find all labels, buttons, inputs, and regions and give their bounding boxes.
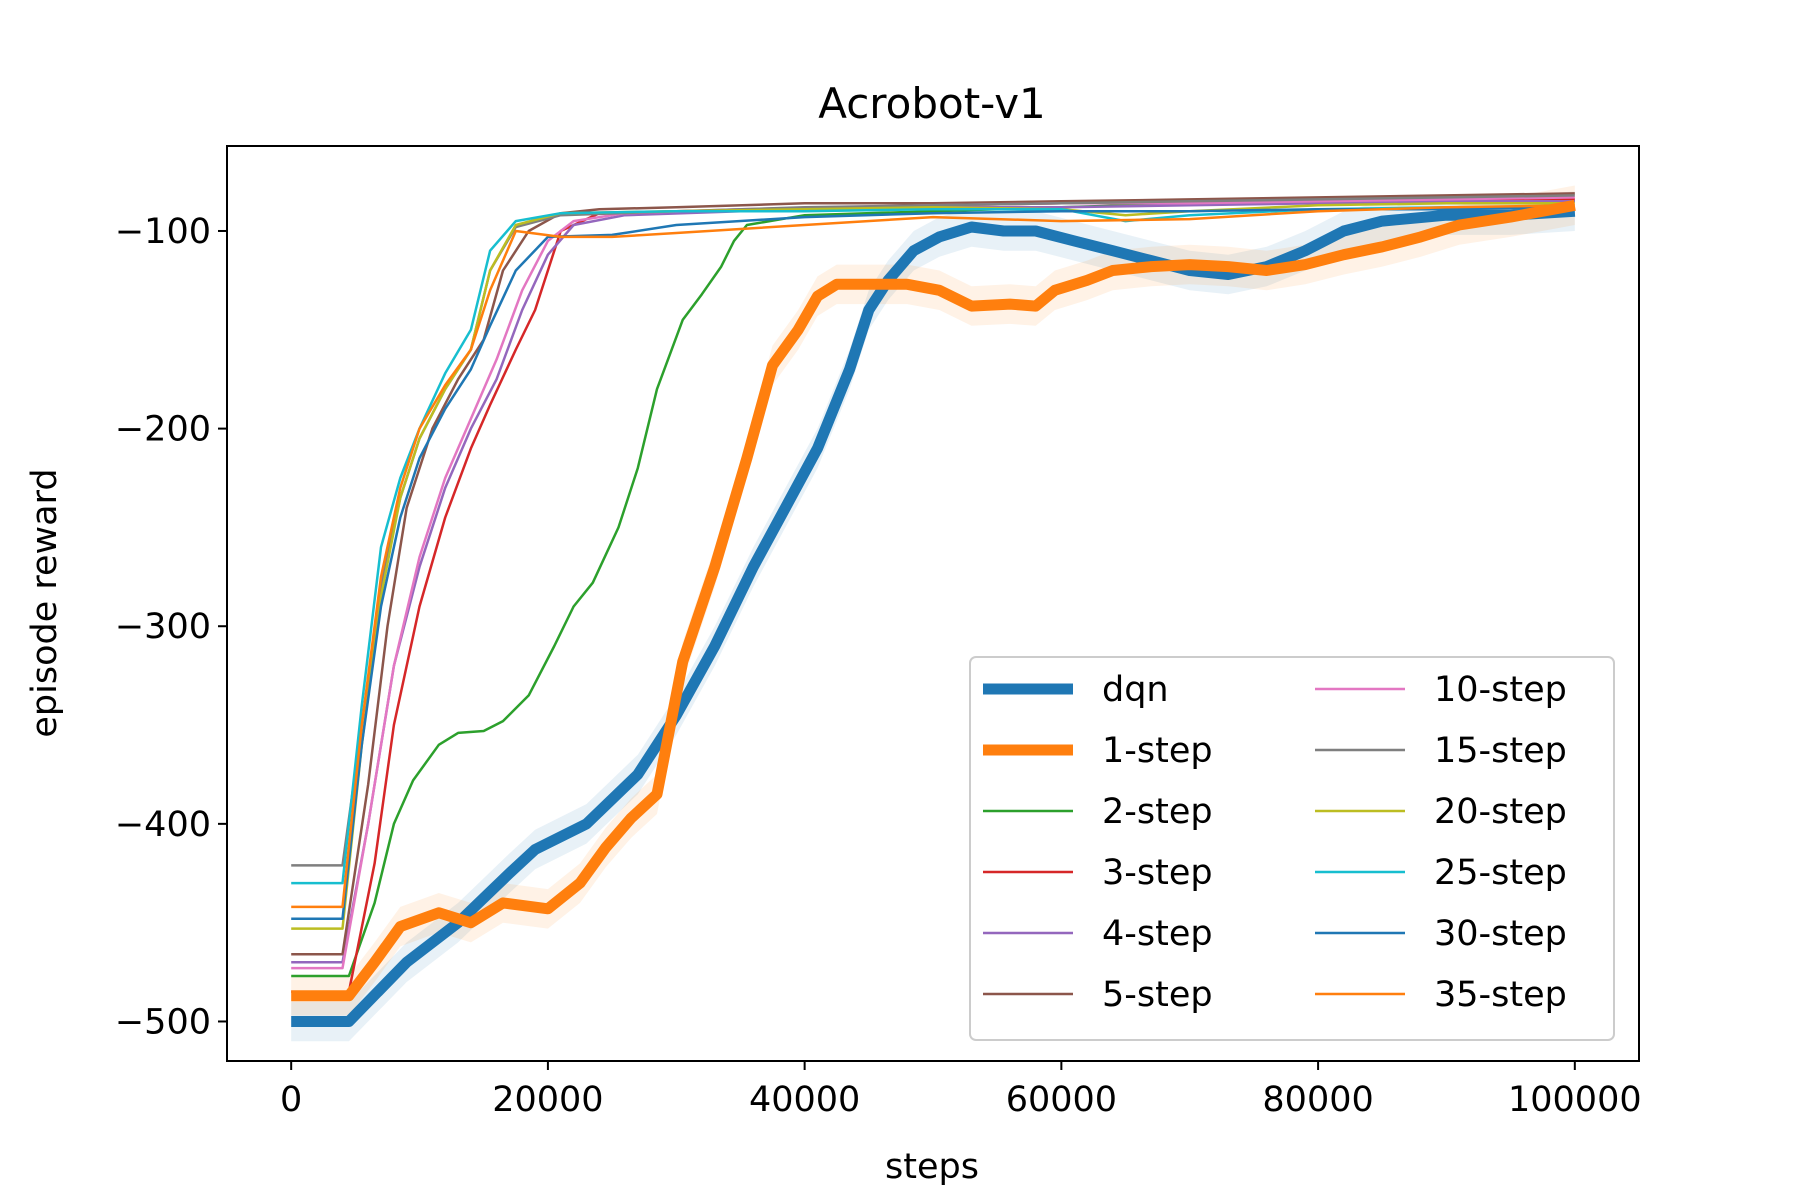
x-tick-label: 60000: [1006, 1080, 1117, 1120]
y-axis: −500 −400 −300 −200 −100: [115, 212, 227, 1042]
y-tick-label: −400: [115, 805, 211, 845]
legend-label-10-step: 10-step: [1434, 670, 1567, 710]
x-tick-label: 20000: [492, 1080, 603, 1120]
y-tick-label: −200: [115, 410, 211, 450]
legend-label-1-step: 1-step: [1102, 731, 1213, 771]
x-tick-label: 80000: [1262, 1080, 1373, 1120]
band-1-step: [291, 185, 1575, 1016]
series-line-35-step: [291, 204, 1575, 909]
plot-frame: [226, 145, 1640, 1062]
series-line-dqn: [291, 205, 1576, 1027]
series-line-1-step: [291, 199, 1576, 1002]
legend-label-30-step: 30-step: [1434, 914, 1567, 954]
x-axis: 0 20000 40000 60000 80000 100000: [280, 1061, 1642, 1120]
legend: dqn 1-step 2-step 3-step 4-step 5-step 10-step…: [969, 656, 1615, 1041]
y-tick-label: −300: [115, 607, 211, 647]
series-line-25-step: [291, 206, 1575, 885]
y-tick-label: −500: [115, 1002, 211, 1042]
legend-label-3-step: 3-step: [1102, 853, 1213, 893]
chart-title: Acrobot-v1: [818, 79, 1046, 128]
legend-label-2-step: 2-step: [1102, 792, 1213, 832]
legend-label-dqn: dqn: [1102, 670, 1169, 710]
x-tick-label: 40000: [749, 1080, 860, 1120]
x-axis-label: steps: [885, 1147, 979, 1187]
x-tick-label: 100000: [1508, 1080, 1642, 1120]
legend-label-35-step: 35-step: [1434, 975, 1567, 1015]
legend-label-15-step: 15-step: [1434, 731, 1567, 771]
legend-label-4-step: 4-step: [1102, 914, 1213, 954]
series-line-5-step: [291, 192, 1575, 956]
series-lines: [291, 192, 1576, 1027]
legend-label-20-step: 20-step: [1434, 792, 1567, 832]
y-axis-label: episode reward: [25, 468, 65, 737]
y-tick-label: −100: [115, 212, 211, 252]
series-line-30-step: [291, 206, 1575, 920]
x-tick-label: 0: [280, 1080, 302, 1120]
legend-label-5-step: 5-step: [1102, 975, 1213, 1015]
legend-label-25-step: 25-step: [1434, 853, 1567, 893]
legend-box: [969, 656, 1615, 1041]
series-line-10-step: [291, 196, 1575, 970]
